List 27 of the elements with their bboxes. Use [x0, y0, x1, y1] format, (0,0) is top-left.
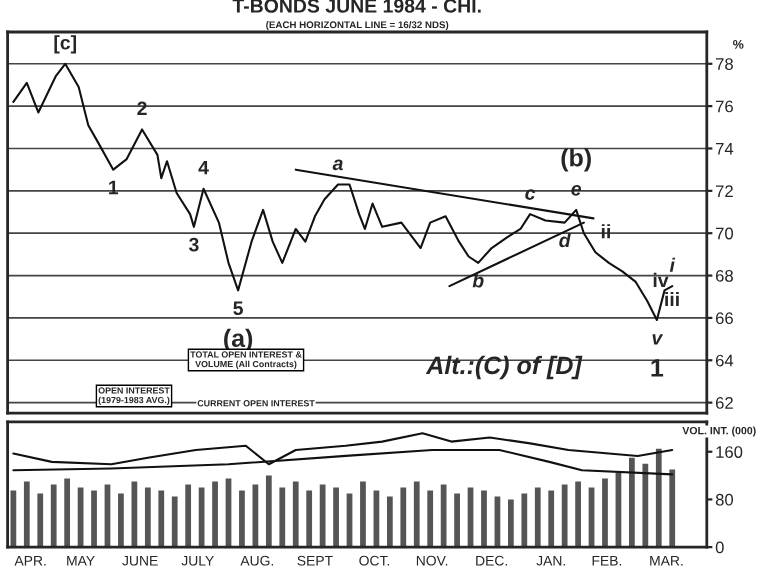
- y-tick-label: 68: [715, 269, 733, 282]
- y-tick-label: 64: [715, 354, 734, 367]
- annotation: d: [559, 233, 571, 248]
- y-tick-label: 0: [715, 541, 724, 554]
- y-tick-label: 66: [715, 312, 733, 325]
- annotation: (b): [561, 148, 591, 172]
- y-tick-label: 78: [715, 58, 733, 70]
- annotation: Alt.:(C) of [D]: [425, 355, 583, 380]
- annotation: c: [525, 189, 536, 200]
- annotation: [c]: [54, 35, 77, 54]
- y-tick-label: 80: [715, 493, 734, 506]
- y-tick-label: 160: [716, 446, 743, 458]
- y-tick-label: 72: [715, 185, 733, 197]
- annotation: 1: [651, 359, 664, 377]
- annotation: 4: [198, 160, 209, 175]
- annotation: v: [652, 334, 664, 345]
- annotation: iv: [653, 272, 669, 287]
- annotation: i: [669, 257, 676, 272]
- y-tick-label: 76: [715, 100, 733, 113]
- y-tick-label: 74: [715, 143, 734, 155]
- y-tick-label: 62: [715, 397, 733, 409]
- annotation: b: [472, 273, 484, 288]
- annotation: 5: [233, 301, 243, 316]
- annotation: iii: [665, 291, 679, 306]
- annotation: a: [332, 159, 343, 171]
- y-tick-label: 70: [715, 227, 734, 240]
- annotation: 3: [188, 237, 199, 252]
